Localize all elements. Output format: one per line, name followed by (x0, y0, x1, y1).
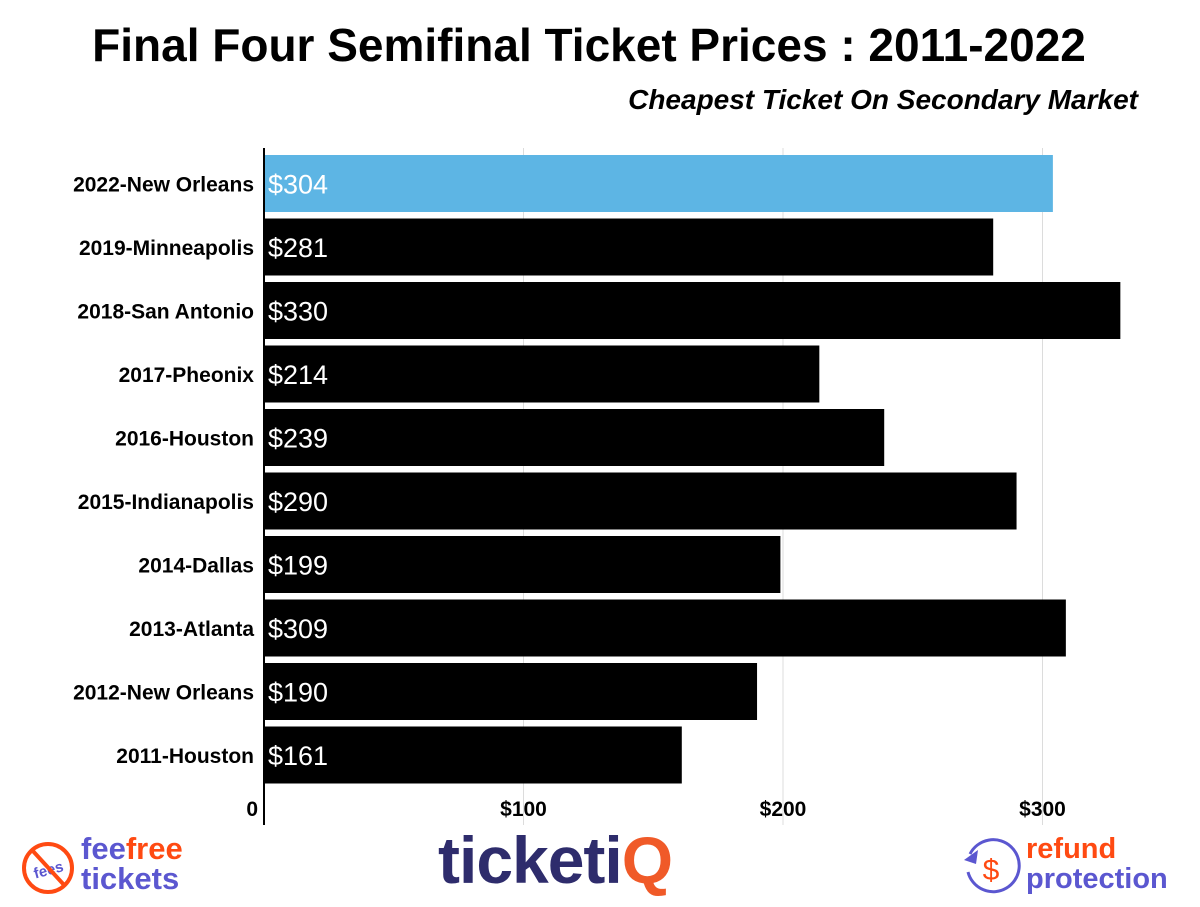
data-label: $330 (268, 297, 328, 327)
logo-text-fee: fee (81, 831, 126, 866)
data-label: $199 (268, 551, 328, 581)
category-label: 2017-Pheonix (119, 364, 255, 387)
svg-text:$: $ (983, 854, 1000, 887)
category-label: 2015-Indianapolis (78, 491, 254, 514)
category-label: 2011-Houston (116, 745, 254, 768)
bar (264, 282, 1121, 339)
bar (264, 472, 1017, 530)
chart-title: Final Four Semifinal Ticket Prices : 201… (92, 19, 1086, 71)
logo-text-ticketi: ticketi (438, 823, 623, 897)
refund-cycle-icon: $ (964, 838, 1021, 894)
data-label: $190 (268, 678, 328, 708)
data-label: $309 (268, 614, 328, 644)
chart-subtitle: Cheapest Ticket On Secondary Market (628, 84, 1138, 115)
no-fees-icon: fees (22, 842, 74, 894)
ticketiq-logo: ticketiQ (438, 822, 673, 902)
category-label: 2019-Minneapolis (79, 237, 254, 260)
category-label: 2013-Atlanta (129, 618, 254, 641)
bar (264, 345, 820, 403)
category-label: 2012-New Orleans (73, 682, 254, 705)
feefree-tickets-logo: fees feefree tickets (20, 833, 210, 896)
bar (264, 218, 994, 276)
category-label: 2014-Dallas (138, 555, 254, 578)
data-label: $239 (268, 424, 328, 454)
bar (264, 663, 758, 720)
data-label: $281 (268, 233, 328, 263)
bar (264, 409, 885, 466)
category-label: 2018-San Antonio (77, 301, 254, 324)
logo-text-tickets: tickets (81, 861, 180, 896)
logo-text-protection: protection (1026, 863, 1168, 895)
category-label: 2022-New Orleans (73, 174, 254, 197)
data-label: $161 (268, 741, 328, 771)
x-tick-label: $300 (1019, 798, 1066, 821)
logo-text-free: free (125, 831, 183, 866)
data-label: $304 (268, 170, 328, 200)
logo-text-q: Q (621, 823, 674, 897)
bar (264, 726, 682, 784)
data-label: $214 (268, 360, 328, 390)
bar (264, 536, 781, 593)
x-tick-label: 0 (246, 798, 258, 821)
refund-protection-logo: $ refund protection (962, 833, 1192, 896)
category-label: 2016-Houston (115, 428, 254, 451)
bar (264, 599, 1066, 657)
x-tick-label: $100 (500, 798, 547, 821)
bar (264, 155, 1053, 212)
x-tick-label: $200 (760, 798, 807, 821)
data-label: $290 (268, 487, 328, 517)
logo-text-refund: refund (1026, 833, 1117, 865)
